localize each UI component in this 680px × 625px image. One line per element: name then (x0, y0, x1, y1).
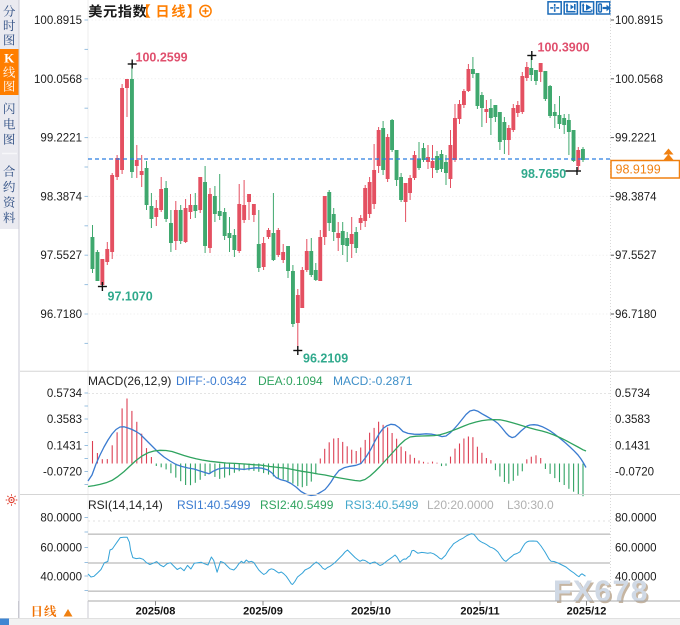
svg-text:0.1431: 0.1431 (615, 440, 650, 452)
svg-text:80.0000: 80.0000 (615, 513, 657, 525)
svg-text:98.3874: 98.3874 (40, 191, 82, 203)
svg-text:96.7180: 96.7180 (615, 309, 657, 321)
svg-text:97.5527: 97.5527 (40, 250, 82, 262)
svg-text:100.0568: 100.0568 (34, 74, 82, 86)
svg-text:100.2599: 100.2599 (136, 51, 188, 65)
svg-text:2025/12: 2025/12 (567, 606, 607, 618)
svg-text:40.0000: 40.0000 (40, 572, 82, 584)
svg-text:96.7180: 96.7180 (40, 309, 82, 321)
svg-text:97.5527: 97.5527 (615, 250, 657, 262)
svg-text:99.2221: 99.2221 (615, 133, 657, 145)
svg-text:0.1431: 0.1431 (47, 440, 82, 452)
svg-text:DEA:0.1094: DEA:0.1094 (258, 374, 323, 388)
svg-text:60.0000: 60.0000 (40, 543, 82, 555)
svg-text:2025/10: 2025/10 (351, 606, 391, 618)
svg-text:40.0000: 40.0000 (615, 572, 657, 584)
svg-text:RSI(14,14,14): RSI(14,14,14) (88, 498, 163, 512)
svg-text:0.5734: 0.5734 (47, 388, 83, 400)
svg-text:100.0568: 100.0568 (615, 74, 663, 86)
svg-text:RSI3:40.5499: RSI3:40.5499 (345, 498, 419, 512)
svg-text:MACD(26,12,9): MACD(26,12,9) (88, 374, 171, 388)
svg-text:RSI1:40.5499: RSI1:40.5499 (177, 498, 251, 512)
svg-text:97.1070: 97.1070 (108, 290, 153, 304)
svg-text:-0.0720: -0.0720 (615, 467, 654, 479)
svg-text:96.2109: 96.2109 (303, 352, 348, 366)
svg-text:100.8915: 100.8915 (34, 15, 82, 27)
svg-text:2025/11: 2025/11 (460, 606, 499, 618)
svg-text:2025/09: 2025/09 (243, 606, 283, 618)
svg-text:98.9199: 98.9199 (616, 163, 661, 177)
svg-text:K: K (4, 51, 15, 66)
svg-text:99.2221: 99.2221 (40, 133, 82, 145)
svg-text:0.3583: 0.3583 (615, 414, 650, 426)
svg-text:100.8915: 100.8915 (615, 15, 663, 27)
svg-text:98.3874: 98.3874 (615, 191, 657, 203)
svg-text:FX678: FX678 (553, 575, 649, 608)
svg-text:98.7650: 98.7650 (521, 167, 566, 181)
svg-text:-0.0720: -0.0720 (43, 467, 82, 479)
svg-text:L20:20.0000: L20:20.0000 (427, 498, 494, 512)
svg-text:2025/08: 2025/08 (136, 606, 176, 618)
svg-text:MACD:-0.2871: MACD:-0.2871 (333, 374, 413, 388)
svg-text:100.3900: 100.3900 (538, 41, 590, 55)
svg-text:DIFF:-0.0342: DIFF:-0.0342 (176, 374, 247, 388)
svg-text:80.0000: 80.0000 (40, 513, 82, 525)
svg-text:RSI2:40.5499: RSI2:40.5499 (260, 498, 334, 512)
svg-text:0.5734: 0.5734 (615, 388, 651, 400)
svg-text:0.3583: 0.3583 (47, 414, 82, 426)
svg-text:60.0000: 60.0000 (615, 543, 657, 555)
svg-text:L30:30.0: L30:30.0 (507, 498, 554, 512)
svg-text:FX678: FX678 (555, 577, 651, 610)
